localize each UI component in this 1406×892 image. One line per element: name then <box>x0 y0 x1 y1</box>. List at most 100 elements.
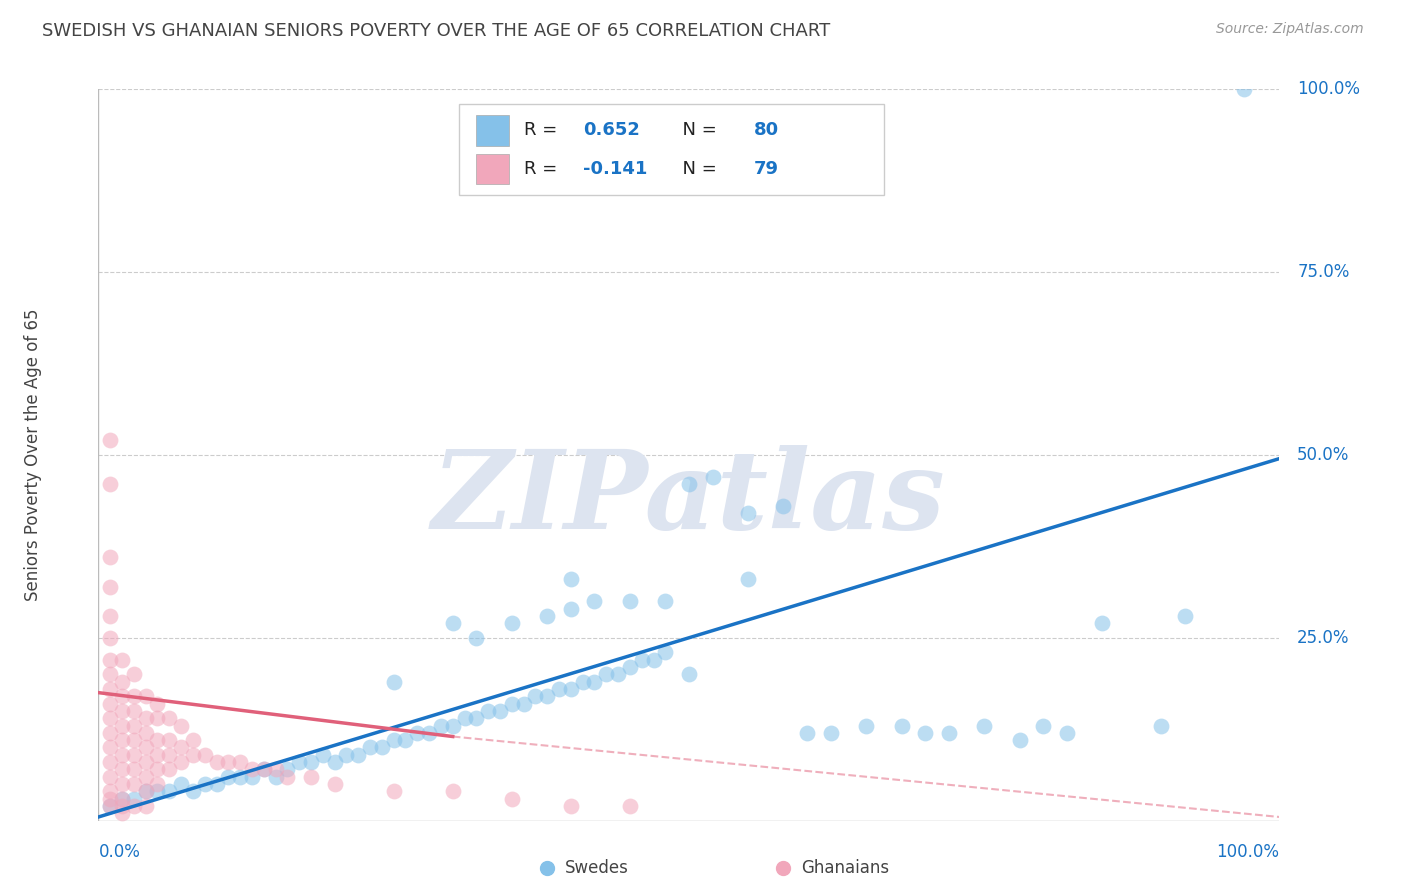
Point <box>122 777 145 791</box>
Point <box>240 763 263 777</box>
Point <box>253 763 276 777</box>
Point <box>122 747 145 762</box>
Point <box>394 733 416 747</box>
Point <box>973 718 995 732</box>
Point <box>98 711 121 725</box>
Point <box>122 704 145 718</box>
Point <box>1233 82 1256 96</box>
Point <box>122 799 145 814</box>
Point <box>194 747 217 762</box>
Point <box>98 784 121 798</box>
Point <box>643 653 665 667</box>
Point <box>441 718 464 732</box>
Point <box>654 594 676 608</box>
Text: Source: ZipAtlas.com: Source: ZipAtlas.com <box>1216 22 1364 37</box>
Point <box>98 770 121 784</box>
Point <box>489 704 512 718</box>
Point <box>122 718 145 732</box>
Point <box>205 755 228 769</box>
Point <box>820 726 842 740</box>
Point <box>796 726 818 740</box>
FancyBboxPatch shape <box>458 103 884 195</box>
Text: 80: 80 <box>754 121 779 139</box>
Point <box>135 784 157 798</box>
Point <box>111 777 134 791</box>
Point <box>536 861 558 875</box>
Point <box>111 674 134 689</box>
Point <box>619 594 641 608</box>
Point <box>135 690 157 704</box>
Text: 0.652: 0.652 <box>582 121 640 139</box>
Text: 75.0%: 75.0% <box>1298 263 1350 281</box>
Point <box>122 763 145 777</box>
Point <box>702 470 724 484</box>
Point <box>194 777 217 791</box>
Text: 100.0%: 100.0% <box>1298 80 1360 98</box>
Point <box>157 733 180 747</box>
Point <box>323 755 346 769</box>
Point <box>98 697 121 711</box>
Point <box>135 711 157 725</box>
Point <box>1032 718 1054 732</box>
Point <box>170 740 193 755</box>
Point <box>111 791 134 805</box>
Point <box>607 667 630 681</box>
Point <box>98 799 121 814</box>
Point <box>170 718 193 732</box>
Point <box>772 499 794 513</box>
Point <box>146 697 169 711</box>
Point <box>595 667 617 681</box>
Point <box>98 550 121 565</box>
Text: R =: R = <box>523 121 562 139</box>
Point <box>737 572 759 586</box>
Point <box>229 755 252 769</box>
Point <box>217 770 239 784</box>
Point <box>98 755 121 769</box>
Point <box>382 674 405 689</box>
Text: N =: N = <box>671 121 723 139</box>
Point <box>536 608 558 623</box>
Point <box>477 704 499 718</box>
Point <box>146 777 169 791</box>
Point <box>111 718 134 732</box>
Point <box>359 740 381 755</box>
Point <box>181 733 204 747</box>
Point <box>630 653 652 667</box>
Point <box>418 726 440 740</box>
Point <box>1056 726 1078 740</box>
Point <box>111 806 134 821</box>
Text: Swedes: Swedes <box>565 859 628 877</box>
Point <box>98 726 121 740</box>
Point <box>1091 616 1114 631</box>
Point <box>217 755 239 769</box>
Point <box>288 755 311 769</box>
Point <box>772 861 794 875</box>
Text: Ghanaians: Ghanaians <box>801 859 889 877</box>
Text: SWEDISH VS GHANAIAN SENIORS POVERTY OVER THE AGE OF 65 CORRELATION CHART: SWEDISH VS GHANAIAN SENIORS POVERTY OVER… <box>42 22 831 40</box>
Point <box>135 770 157 784</box>
Text: R =: R = <box>523 160 562 178</box>
Point <box>276 763 298 777</box>
Point <box>571 674 593 689</box>
Point <box>135 740 157 755</box>
Point <box>157 784 180 798</box>
Point <box>465 711 488 725</box>
Point <box>170 755 193 769</box>
Point <box>181 784 204 798</box>
Point <box>135 799 157 814</box>
Point <box>122 667 145 681</box>
Point <box>98 653 121 667</box>
Text: 100.0%: 100.0% <box>1216 843 1279 861</box>
Text: N =: N = <box>671 160 723 178</box>
Point <box>157 763 180 777</box>
Point <box>111 733 134 747</box>
Text: -0.141: -0.141 <box>582 160 647 178</box>
Point <box>654 645 676 659</box>
Point <box>619 799 641 814</box>
FancyBboxPatch shape <box>477 153 509 185</box>
Point <box>737 507 759 521</box>
Point <box>157 711 180 725</box>
Point <box>146 763 169 777</box>
Point <box>583 674 606 689</box>
Point <box>98 580 121 594</box>
